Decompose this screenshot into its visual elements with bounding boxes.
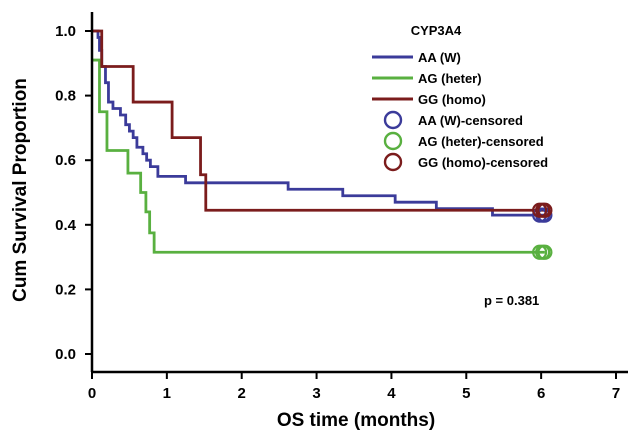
legend-label: GG (homo)	[418, 92, 486, 107]
legend: CYP3A4 AA (W) AG (heter) GG (homo) AA (W)-ce…	[372, 23, 548, 172]
censor-mark	[537, 244, 553, 260]
legend-censor-marker	[383, 131, 403, 151]
curve-ag-heter	[92, 58, 545, 254]
y-tick-label: 0.4	[55, 217, 77, 234]
x-tick-label: 4	[387, 385, 396, 402]
curve-gg-homo	[92, 29, 545, 212]
survival-curves	[92, 29, 545, 254]
censor-marks	[532, 202, 553, 260]
curve-aa-w	[92, 29, 545, 217]
x-tick-label: 5	[462, 385, 470, 402]
censor-mark	[537, 202, 553, 218]
y-tick-label: 0.2	[55, 281, 76, 298]
legend-label: AG (heter)-censored	[418, 134, 544, 149]
x-tick-label: 7	[612, 385, 620, 402]
legend-label: GG (homo)-censored	[418, 155, 548, 170]
p-value-annotation: p = 0.381	[484, 293, 539, 308]
y-tick-label: 0.0	[55, 346, 76, 363]
y-tick-label: 0.6	[55, 152, 76, 169]
x-tick-label: 1	[163, 385, 171, 402]
x-tick-label: 6	[537, 385, 545, 402]
x-axis-label: OS time (months)	[277, 410, 435, 431]
legend-label: AA (W)	[418, 50, 461, 65]
x-tick-label: 3	[312, 385, 320, 402]
legend-label: AA (W)-censored	[418, 113, 523, 128]
legend-title: CYP3A4	[411, 23, 462, 38]
x-tick-label: 0	[88, 385, 96, 402]
axes: 0 1 2 3 4 5 6 7 0.0 0.2 0.4 0.6 0.8 1.0	[55, 12, 628, 402]
y-axis-label: Cum Survival Proportion	[10, 78, 31, 302]
legend-censor-marker	[383, 110, 403, 130]
y-tick-label: 1.0	[55, 23, 76, 40]
y-tick-label: 0.8	[55, 88, 76, 105]
legend-label: AG (heter)	[418, 71, 482, 86]
legend-censor-marker	[383, 152, 403, 172]
x-tick-label: 2	[238, 385, 246, 402]
